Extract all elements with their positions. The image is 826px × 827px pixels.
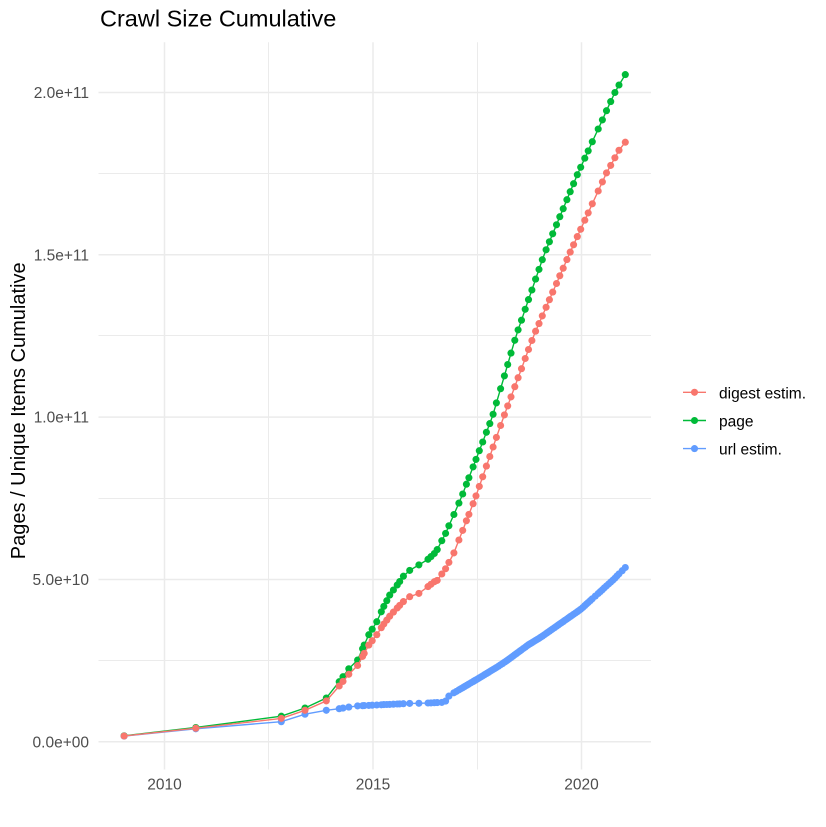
svg-text:0.0e+00: 0.0e+00 — [33, 734, 90, 751]
svg-text:digest estim.: digest estim. — [719, 385, 806, 402]
svg-text:url estim.: url estim. — [719, 442, 782, 459]
svg-text:1.5e+11: 1.5e+11 — [34, 247, 89, 264]
svg-text:Crawl Size Cumulative: Crawl Size Cumulative — [100, 6, 336, 32]
svg-text:Pages / Unique Items Cumulativ: Pages / Unique Items Cumulative — [8, 262, 30, 559]
svg-text:page: page — [719, 414, 753, 431]
svg-text:2.0e+11: 2.0e+11 — [34, 85, 89, 102]
svg-text:2020: 2020 — [564, 776, 599, 793]
svg-text:5.0e+10: 5.0e+10 — [33, 572, 90, 589]
svg-text:1.0e+11: 1.0e+11 — [34, 410, 89, 427]
svg-text:2010: 2010 — [147, 776, 182, 793]
svg-text:2015: 2015 — [356, 776, 390, 793]
